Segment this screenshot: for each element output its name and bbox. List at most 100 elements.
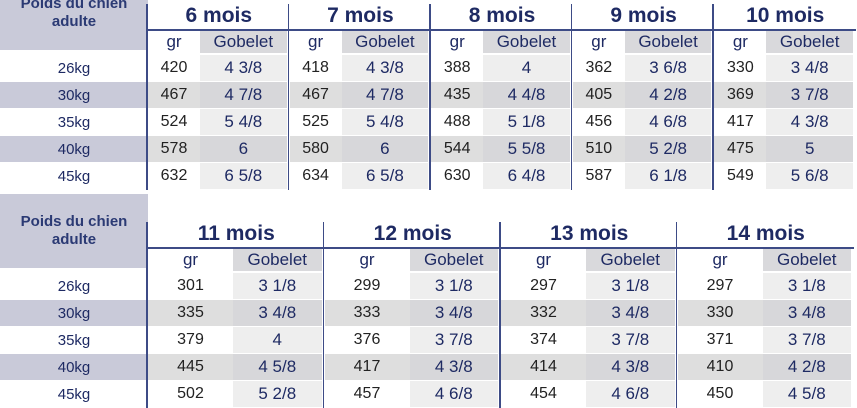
gobelet-cell: 6 5/8 (341, 163, 429, 189)
gobelet-cell: 4 7/8 (200, 82, 287, 108)
gr-cell: 587 (585, 167, 613, 184)
gr-cell: 435 (431, 82, 484, 108)
weight-cell: 26kg (57, 277, 91, 295)
gobelet-cell: 3 4/8 (409, 300, 498, 326)
table-row: 40kg 445 4 5/8 417 4 3/8 414 4 3/8 410 4 2/8 (0, 354, 854, 380)
gobelet-cell: 3 7/8 (766, 82, 853, 108)
gr-cell: 362 (585, 59, 613, 76)
gobelet-cell: 3 6/8 (624, 55, 712, 81)
header-rule (148, 29, 856, 31)
gr-subheader: gr (535, 250, 552, 269)
gr-cell: 578 (148, 136, 200, 162)
weight-cell: 30kg (0, 300, 148, 326)
gr-cell: 467 (148, 82, 200, 108)
gobelet-cell: 4 (483, 55, 570, 81)
month-header: 10 mois (746, 4, 825, 27)
gobelet-cell: 4 3/8 (766, 109, 853, 135)
gr-cell: 301 (177, 277, 204, 294)
gobelet-cell: 6 (200, 136, 287, 162)
table-row: 30kg 335 3 4/8 333 3 4/8 332 3 4/8 330 3 4/8 (0, 300, 854, 326)
gr-cell: 510 (572, 136, 625, 162)
gr-subheader: gr (182, 250, 199, 269)
gr-subheader: gr (359, 250, 375, 269)
gobelet-cell: 5 1/8 (483, 109, 570, 135)
gobelet-cell: 3 7/8 (762, 327, 851, 353)
gobelet-subheader: Gobelet (766, 31, 853, 53)
gr-cell: 467 (289, 82, 342, 108)
gobelet-cell: 4 3/8 (341, 55, 429, 81)
month-header: 6 mois (185, 4, 253, 27)
gobelet-cell: 3 4/8 (233, 300, 322, 326)
gr-cell: 475 (714, 136, 767, 162)
gr-subheader: gr (166, 32, 182, 51)
gr-cell: 456 (585, 113, 613, 130)
gobelet-cell: 5 (766, 136, 853, 162)
gobelet-subheader: Gobelet (200, 31, 287, 53)
column-divider (146, 222, 148, 408)
gobelet-cell: 4 5/8 (233, 354, 322, 380)
weight-cell: 35kg (57, 331, 91, 349)
gr-cell: 335 (148, 300, 233, 326)
gr-cell: 634 (302, 167, 329, 184)
gobelet-subheader: Gobelet (483, 31, 570, 53)
month-header: 12 mois (373, 222, 452, 245)
gr-cell: 405 (572, 82, 625, 108)
gr-cell: 450 (706, 385, 734, 402)
gobelet-cell: 4 6/8 (624, 109, 712, 135)
gobelet-cell: 5 4/8 (200, 109, 287, 135)
weight-column-header: Poids du chien adulte (0, 194, 148, 268)
table-row: 45kg 502 5 2/8 457 4 6/8 454 4 6/8 450 4 5/8 (0, 381, 854, 407)
gobelet-cell: 3 4/8 (586, 300, 675, 326)
column-divider (712, 4, 714, 190)
weight-cell: 45kg (57, 167, 91, 185)
gobelet-cell: 4 6/8 (586, 381, 675, 407)
gobelet-cell: 4 3/8 (409, 354, 498, 380)
gr-cell: 417 (727, 113, 754, 130)
month-header: 7 mois (327, 4, 394, 27)
gobelet-cell: 5 5/8 (483, 136, 570, 162)
gobelet-subheader: Gobelet (409, 249, 498, 271)
month-header: 8 mois (468, 4, 536, 27)
column-divider (322, 222, 324, 408)
gobelet-cell: 4 4/8 (483, 82, 570, 108)
gr-cell: 410 (677, 354, 763, 380)
weight-cell: 40kg (0, 136, 148, 162)
gr-cell: 630 (443, 167, 471, 184)
gr-cell: 379 (177, 331, 204, 348)
gobelet-cell: 4 (233, 327, 322, 353)
gr-cell: 371 (706, 331, 734, 348)
gr-subheader: gr (449, 32, 465, 51)
weight-cell: 30kg (0, 82, 148, 108)
gobelet-cell: 4 2/8 (624, 82, 712, 108)
table-row: 26kg 301 3 1/8 299 3 1/8 297 3 1/8 297 3 1/8 (0, 273, 854, 299)
gr-cell: 454 (530, 385, 557, 402)
gr-cell: 369 (714, 82, 767, 108)
column-divider (570, 4, 573, 190)
gr-cell: 580 (289, 136, 342, 162)
gobelet-cell: 5 6/8 (766, 163, 853, 189)
gr-cell: 414 (501, 354, 586, 380)
gr-cell: 332 (501, 300, 586, 326)
gr-cell: 524 (160, 113, 188, 130)
gobelet-cell: 6 (341, 136, 429, 162)
gobelet-cell: 3 1/8 (586, 273, 675, 299)
gr-cell: 525 (302, 113, 329, 130)
weight-cell: 35kg (57, 113, 91, 131)
gobelet-cell: 3 7/8 (586, 327, 675, 353)
weight-column-header: Poids du chien adulte (0, 0, 148, 50)
gobelet-subheader: Gobelet (341, 31, 429, 53)
gobelet-cell: 3 7/8 (409, 327, 498, 353)
column-divider (429, 4, 431, 190)
gr-cell: 457 (353, 385, 381, 402)
gobelet-cell: 3 1/8 (409, 273, 498, 299)
gr-cell: 417 (324, 354, 410, 380)
header-rule (148, 247, 854, 249)
month-header: 13 mois (550, 222, 629, 245)
gr-subheader: gr (732, 32, 748, 51)
table-row: 26kg 420 4 3/8 418 4 3/8 388 4 362 3 6/8 330 3 4/8 (0, 55, 856, 81)
table-row: 35kg 524 5 4/8 525 5 4/8 488 5 1/8 456 4 6/8 417 4… (0, 109, 856, 135)
table-row: 45kg 632 6 5/8 634 6 5/8 630 6 4/8 587 6 1/8 549 5… (0, 163, 856, 189)
gr-cell: 549 (727, 167, 754, 184)
month-header: 14 mois (726, 222, 805, 245)
gr-cell: 330 (677, 300, 763, 326)
